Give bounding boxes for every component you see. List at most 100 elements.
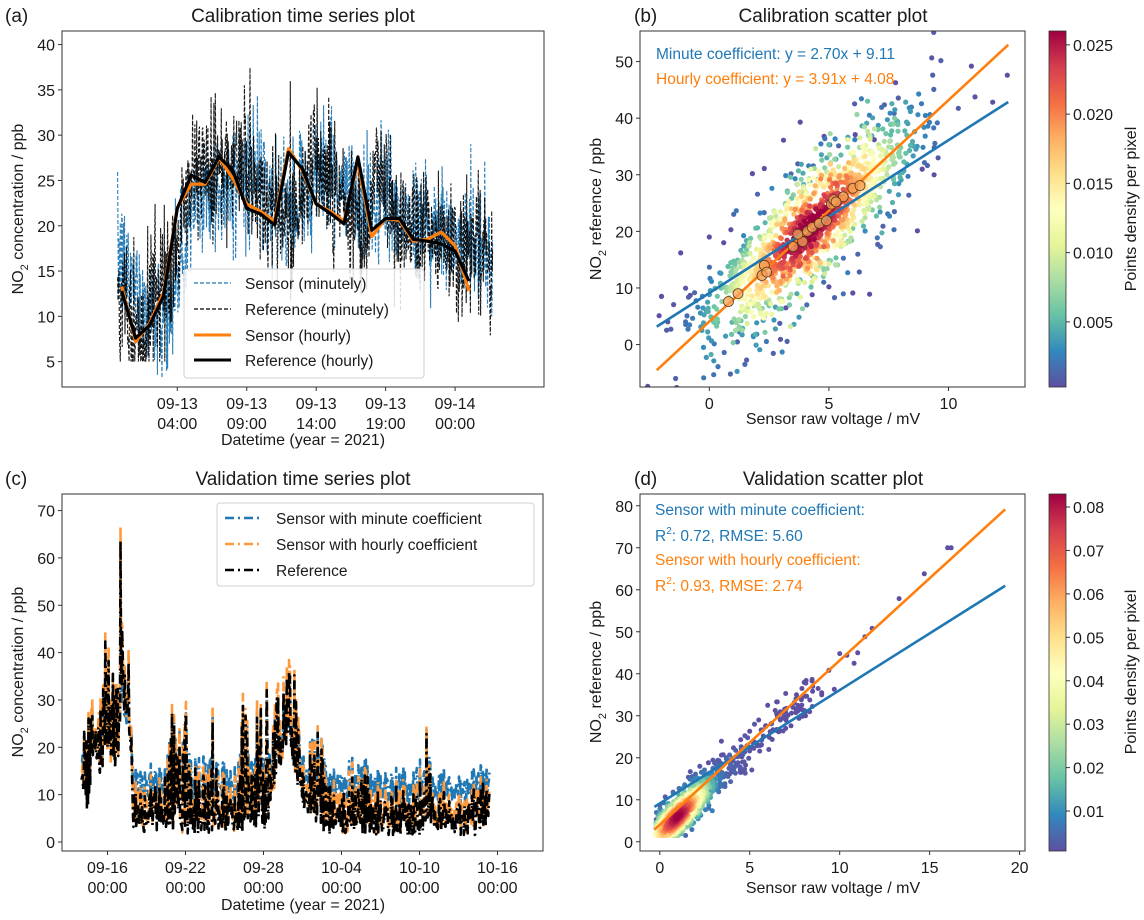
scatter-point (734, 339, 741, 345)
x-tick-label: 09-13 (365, 396, 406, 413)
scatter-point (807, 271, 813, 277)
scatter-point (678, 250, 684, 256)
scatter-point (910, 153, 916, 159)
scatter-point (793, 710, 799, 716)
scatter-point (836, 143, 842, 149)
scatter-point (695, 304, 701, 310)
y-tick-label: 60 (37, 551, 55, 568)
scatter-point (852, 101, 858, 107)
scatter-point (755, 290, 762, 296)
scatter-point (842, 165, 848, 171)
x-tick-label: 15 (921, 860, 939, 877)
panel-b: (b) Calibration scatter plot 01020304050… (588, 6, 1140, 428)
scatter-point (736, 316, 742, 323)
scatter-point (767, 245, 773, 251)
panel-b-plot-area (645, 31, 1010, 423)
scatter-point (754, 191, 761, 197)
legend-label-reference-hourly: Reference (hourly) (245, 353, 373, 370)
scatter-point (851, 149, 857, 155)
scatter-point (645, 383, 651, 387)
scatter-point (896, 150, 902, 156)
scatter-point (835, 229, 841, 235)
scatter-point (757, 748, 763, 754)
scatter-point (733, 267, 739, 273)
scatter-point (717, 418, 722, 423)
scatter-point (845, 144, 851, 150)
scatter-point (931, 86, 937, 92)
scatter-point (711, 358, 717, 364)
scatter-point (861, 165, 867, 171)
scatter-point (809, 292, 815, 298)
scatter-point (887, 110, 893, 116)
scatter-point (821, 260, 828, 266)
colorbar-tick-label: 0.005 (1073, 315, 1113, 332)
scatter-point (769, 223, 775, 229)
scatter-point (778, 278, 784, 284)
scatter-point (850, 290, 856, 296)
scatter-point (821, 184, 827, 190)
scatter-point (808, 166, 814, 172)
scatter-point (684, 313, 690, 319)
scatter-point (831, 295, 838, 301)
scatter-point (717, 777, 722, 783)
y-tick-label: 50 (615, 625, 633, 642)
scatter-point (968, 63, 975, 69)
scatter-point (931, 31, 937, 35)
panel-d-annotation-hourly-heading: Sensor with hourly coefficient: (655, 552, 861, 569)
panel-d-xlabel: Sensor raw voltage / mV (746, 880, 921, 897)
scatter-point (766, 747, 772, 752)
panel-b-colorbar: 0.005 0.010 0.015 0.020 0.025 Points density… (1048, 30, 1140, 388)
scatter-point (862, 228, 868, 234)
scatter-point (867, 136, 873, 142)
scatter-point (925, 123, 931, 129)
y-tick-label: 40 (615, 667, 633, 684)
x-tick-label: 09-16 (87, 860, 128, 877)
scatter-point (808, 244, 814, 250)
scatter-point (742, 733, 748, 739)
series-reference-minutely (117, 67, 494, 363)
scatter-point (871, 126, 878, 132)
scatter-point (783, 173, 789, 179)
scatter-point (706, 234, 712, 240)
panel-d-label: (d) (634, 469, 657, 490)
scatter-point (855, 162, 862, 168)
scatter-point (847, 228, 853, 235)
scatter-point (883, 131, 889, 137)
scatter-point (770, 350, 776, 356)
x-tick-label: 0 (705, 396, 714, 413)
panel-d-ylabel: NO2 reference / ppb (588, 601, 609, 743)
scatter-point (794, 276, 800, 283)
scatter-point (744, 357, 750, 363)
hourly-point (830, 196, 842, 208)
scatter-point (723, 333, 729, 339)
panel-a-title: Calibration time series plot (191, 6, 416, 27)
scatter-point (930, 72, 936, 78)
scatter-point (783, 305, 789, 311)
scatter-point (742, 313, 749, 320)
panel-c-legend-box (216, 502, 535, 587)
panel-c-xlabel: Datetime (year = 2021) (221, 897, 385, 914)
y-tick-label: 40 (37, 38, 55, 55)
scatter-point (748, 309, 754, 315)
scatter-point (779, 260, 786, 266)
scatter-point (703, 354, 709, 360)
scatter-point (766, 297, 772, 303)
scatter-point (689, 827, 695, 833)
panel-a-label: (a) (5, 6, 28, 27)
scatter-point (850, 212, 856, 218)
scatter-point (741, 759, 747, 765)
scatter-point (914, 228, 921, 234)
scatter-point (846, 160, 852, 166)
scatter-point (807, 182, 813, 188)
scatter-point (934, 120, 940, 126)
scatter-point (748, 268, 754, 274)
x-tick-label: 00:00 (87, 880, 127, 897)
scatter-point (990, 99, 996, 105)
scatter-point (728, 765, 734, 771)
scatter-point (786, 198, 792, 204)
scatter-point (852, 221, 858, 227)
colorbar-tick-label: 0.04 (1073, 674, 1104, 691)
scatter-point (774, 283, 780, 289)
y-tick-label: 10 (37, 788, 55, 805)
scatter-point (787, 267, 793, 273)
